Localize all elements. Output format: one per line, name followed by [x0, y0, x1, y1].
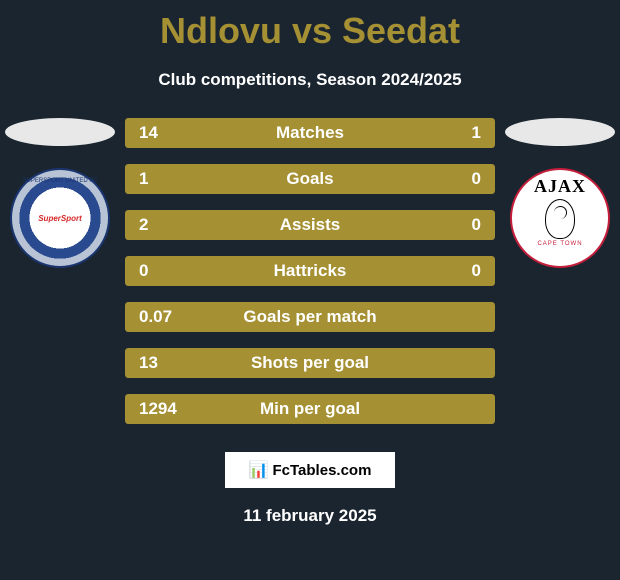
- stat-row: 1Goals0: [125, 164, 495, 194]
- stat-rows-container: 14Matches11Goals02Assists00Hattricks00.0…: [125, 118, 495, 424]
- stat-row: 0.07Goals per match: [125, 302, 495, 332]
- stat-row: 13Shots per goal: [125, 348, 495, 378]
- page-subtitle: Club competitions, Season 2024/2025: [0, 70, 620, 90]
- ajax-figure-icon: [545, 199, 575, 239]
- stat-value-left: 2: [139, 215, 179, 235]
- stat-value-right: 0: [441, 261, 481, 281]
- chart-icon: 📊: [249, 460, 269, 480]
- stat-value-right: 0: [441, 169, 481, 189]
- stat-label: Shots per goal: [179, 353, 441, 373]
- stat-row: 0Hattricks0: [125, 256, 495, 286]
- stat-value-left: 1294: [139, 399, 179, 419]
- comparison-content: SuperSport AJAX CAPE TOWN 14Matches11Goa…: [0, 118, 620, 424]
- stat-label: Goals per match: [179, 307, 441, 327]
- stat-label: Assists: [179, 215, 441, 235]
- stat-value-right: 0: [441, 215, 481, 235]
- right-club-badge: AJAX CAPE TOWN: [510, 168, 610, 268]
- footer-date: 11 february 2025: [0, 506, 620, 526]
- stat-overlay: 1Goals0: [125, 164, 495, 194]
- stat-value-left: 14: [139, 123, 179, 143]
- stat-label: Goals: [179, 169, 441, 189]
- stat-value-left: 1: [139, 169, 179, 189]
- stat-overlay: 14Matches1: [125, 118, 495, 148]
- ajax-logo-text: AJAX: [534, 176, 586, 197]
- supersport-logo-text: SuperSport: [34, 212, 86, 225]
- brand-text: FcTables.com: [273, 462, 372, 479]
- stat-label: Hattricks: [179, 261, 441, 281]
- stat-value-left: 0.07: [139, 307, 179, 327]
- left-player-silhouette: [5, 118, 115, 146]
- ajax-subtext: CAPE TOWN: [537, 241, 582, 247]
- page-title: Ndlovu vs Seedat: [0, 0, 620, 52]
- stat-label: Matches: [179, 123, 441, 143]
- stat-value-left: 13: [139, 353, 179, 373]
- stat-label: Min per goal: [179, 399, 441, 419]
- brand-logo[interactable]: 📊 FcTables.com: [225, 452, 395, 488]
- stat-overlay: 1294Min per goal: [125, 394, 495, 424]
- stat-row: 1294Min per goal: [125, 394, 495, 424]
- stat-overlay: 13Shots per goal: [125, 348, 495, 378]
- left-club-badge: SuperSport: [10, 168, 110, 268]
- stat-row: 14Matches1: [125, 118, 495, 148]
- stat-overlay: 0.07Goals per match: [125, 302, 495, 332]
- stat-row: 2Assists0: [125, 210, 495, 240]
- stat-value-right: 1: [441, 123, 481, 143]
- left-player-col: SuperSport: [0, 118, 120, 268]
- right-player-col: AJAX CAPE TOWN: [500, 118, 620, 268]
- stat-value-left: 0: [139, 261, 179, 281]
- stat-overlay: 0Hattricks0: [125, 256, 495, 286]
- stat-overlay: 2Assists0: [125, 210, 495, 240]
- right-player-silhouette: [505, 118, 615, 146]
